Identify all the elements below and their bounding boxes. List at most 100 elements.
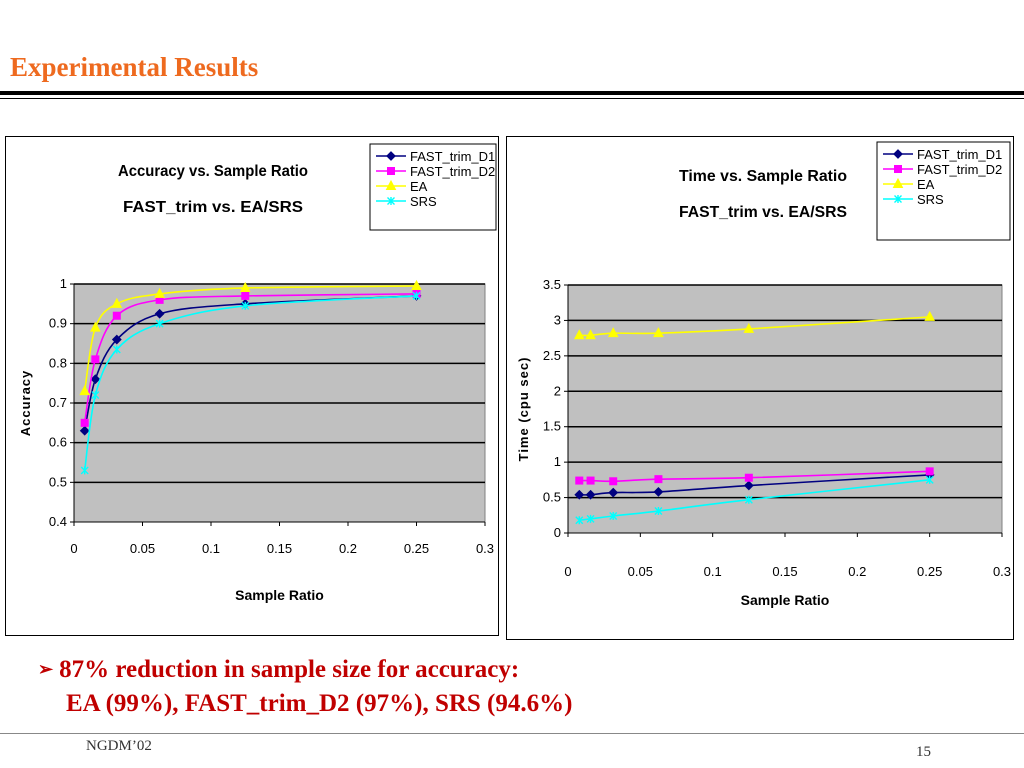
y-tick-label: 3: [554, 312, 561, 327]
series-srs: [80, 291, 421, 475]
y-tick-label: 2: [554, 383, 561, 398]
data-point: [111, 297, 123, 308]
time-chart-panel: Time vs. Sample Ratio FAST_trim vs. EA/SR…: [506, 136, 1014, 640]
data-point: [112, 345, 121, 354]
legend-label: SRS: [410, 194, 437, 209]
data-point: [743, 322, 755, 333]
data-point: [586, 476, 595, 485]
x-tick-label: 0.1: [202, 541, 220, 556]
data-point: [608, 487, 619, 498]
data-point: [79, 425, 90, 436]
x-tick-label: 0.25: [917, 564, 942, 579]
y-tick-label: 0.5: [49, 474, 67, 489]
page-number: 15: [916, 744, 931, 760]
data-point: [609, 511, 618, 520]
x-tick-label: 0.2: [339, 541, 357, 556]
data-point: [155, 319, 164, 328]
data-point: [154, 287, 165, 298]
y-tick-label: 0.8: [49, 355, 67, 370]
data-point: [744, 495, 753, 504]
bullet-line-1: ➢ 87% reduction in sample size for accura…: [38, 652, 572, 687]
data-point: [654, 507, 663, 516]
x-axis-label: Sample Ratio: [235, 587, 324, 603]
bullet-text-2: EA (99%), FAST_trim_D2 (97%), SRS (94.6%…: [66, 690, 573, 717]
data-point: [743, 480, 754, 491]
data-point: [585, 329, 596, 340]
data-point: [654, 475, 663, 484]
data-point: [744, 473, 753, 482]
x-tick-label: 0: [564, 564, 571, 579]
y-tick-label: 1: [554, 454, 561, 469]
y-tick-label: 0.6: [49, 435, 67, 450]
data-point: [154, 308, 165, 319]
data-point: [91, 355, 100, 364]
x-tick-label: 0.3: [993, 564, 1011, 579]
legend-label: FAST_trim_D1: [917, 147, 1002, 162]
legend-label: SRS: [917, 192, 944, 207]
y-tick-label: 0.4: [49, 514, 67, 529]
x-tick-label: 0.25: [404, 541, 429, 556]
data-point: [241, 291, 250, 300]
series-fast_trim_d2: [575, 467, 934, 486]
legend-marker: [893, 149, 903, 159]
y-tick-label: 1: [60, 276, 67, 291]
data-point: [90, 374, 101, 385]
chart-title-line-1: Time vs. Sample Ratio: [679, 168, 847, 185]
data-point: [91, 391, 100, 400]
y-tick-label: 3.5: [543, 277, 561, 292]
legend-marker: [892, 177, 904, 188]
title-divider-thick: [0, 91, 1024, 95]
y-tick-label: 0.9: [49, 316, 67, 331]
data-point: [80, 418, 89, 427]
data-point: [586, 514, 595, 523]
data-point: [411, 279, 422, 290]
legend-marker: [894, 195, 902, 203]
data-point: [80, 466, 89, 475]
footer-divider: [0, 733, 1024, 734]
y-axis-label: Time (cpu sec): [516, 357, 531, 462]
legend-label: FAST_trim_D2: [410, 164, 495, 179]
y-tick-label: 2.5: [543, 348, 561, 363]
footer-conference: NGDM’02: [86, 738, 152, 754]
x-tick-label: 0.3: [476, 541, 494, 556]
x-tick-label: 0: [70, 541, 77, 556]
data-point: [241, 301, 250, 310]
chart-title-line-1: Accuracy vs. Sample Ratio: [118, 163, 308, 180]
x-tick-label: 0.2: [848, 564, 866, 579]
y-axis-label: Accuracy: [18, 370, 33, 437]
y-tick-label: 1.5: [543, 419, 561, 434]
data-point: [653, 486, 664, 497]
legend-label: FAST_trim_D2: [917, 162, 1002, 177]
x-tick-label: 0.05: [130, 541, 155, 556]
slide-title: Experimental Results: [10, 52, 259, 82]
time-chart: Time vs. Sample Ratio FAST_trim vs. EA/SR…: [516, 141, 1011, 608]
series-ea: [573, 310, 935, 340]
data-point: [585, 489, 596, 500]
chart-title-line-2: FAST_trim vs. EA/SRS: [123, 199, 303, 216]
x-axis-label: Sample Ratio: [741, 592, 830, 608]
y-tick-label: 0.7: [49, 395, 67, 410]
data-point: [924, 310, 935, 321]
data-point: [575, 476, 584, 485]
data-point: [90, 321, 101, 332]
data-point: [412, 291, 421, 300]
data-point: [574, 489, 585, 500]
accuracy-chart: Accuracy vs. Sample Ratio FAST_trim vs. E…: [18, 143, 497, 603]
data-point: [112, 311, 121, 320]
data-point: [925, 475, 934, 484]
series-ea: [79, 279, 422, 396]
data-point: [239, 281, 251, 292]
y-tick-label: 0.5: [543, 490, 561, 505]
data-point: [79, 385, 91, 396]
legend-label: EA: [410, 179, 428, 194]
bullet-block: ➢ 87% reduction in sample size for accura…: [38, 652, 572, 721]
data-point: [575, 516, 584, 525]
series-srs: [575, 475, 934, 525]
data-point: [609, 477, 618, 486]
arrow-bullet-icon: ➢: [38, 659, 54, 679]
title-divider-thin: [0, 98, 1024, 99]
bullet-text-1: 87% reduction in sample size for accurac…: [59, 656, 520, 683]
x-tick-label: 0.1: [704, 564, 722, 579]
